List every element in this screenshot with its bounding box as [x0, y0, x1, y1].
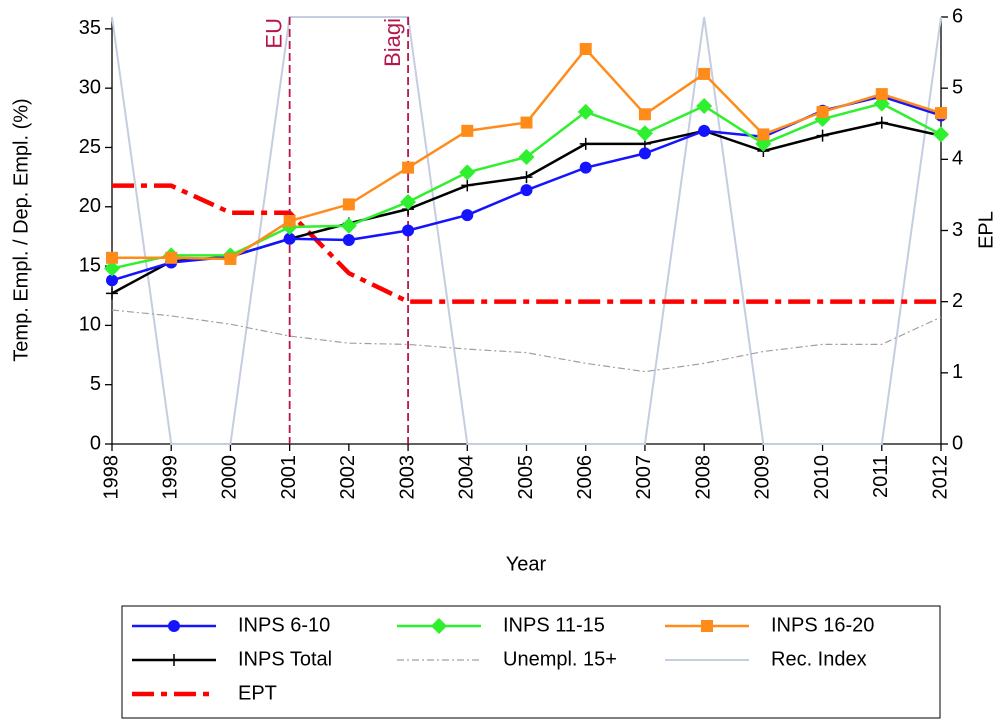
x-axis-title: Year [506, 553, 547, 575]
x-tick-label: 2004 [456, 455, 478, 500]
x-tick-label: 2010 [811, 455, 833, 500]
marker [518, 148, 535, 165]
marker [577, 103, 594, 120]
marker [638, 147, 651, 160]
x-tick-label: 2003 [396, 455, 418, 500]
x-tick-label: 2012 [929, 455, 951, 500]
marker [283, 215, 296, 228]
y2-tick-label: 0 [952, 432, 963, 454]
y-tick-label: 15 [79, 254, 101, 276]
marker [875, 88, 888, 101]
marker [342, 233, 355, 246]
marker [106, 287, 118, 300]
legend-item: EPT [132, 682, 277, 704]
marker [106, 274, 118, 287]
marker [165, 251, 178, 264]
legend-item: Rec. Index [665, 648, 867, 670]
y2-axis-title: EPL [975, 211, 997, 249]
marker [106, 251, 118, 264]
marker [757, 128, 770, 141]
marker [698, 67, 711, 80]
marker [461, 209, 474, 222]
marker [342, 198, 355, 211]
legend-label: INPS 11-15 [503, 614, 605, 636]
y2-tick-label: 3 [952, 219, 963, 241]
marker [520, 184, 533, 197]
marker [402, 224, 415, 237]
y2-tick-label: 1 [952, 361, 963, 383]
marker [104, 260, 120, 277]
x-tick-label: 2008 [692, 455, 714, 500]
marker [933, 126, 949, 143]
y-tick-label: 20 [79, 195, 101, 217]
marker [224, 252, 237, 265]
legend-label: INPS 16-20 [771, 614, 874, 636]
marker [283, 232, 296, 245]
legend-item: INPS Total [132, 648, 332, 670]
marker [431, 618, 447, 634]
legend-item: Unempl. 15+ [397, 648, 617, 670]
y-tick-label: 35 [79, 17, 101, 39]
x-tick-label: 2001 [278, 455, 300, 500]
marker [636, 125, 653, 142]
marker [520, 116, 533, 129]
marker [698, 124, 711, 137]
annotation-label: EU [261, 18, 286, 49]
marker [935, 107, 947, 120]
y-tick-label: 0 [90, 432, 101, 454]
y2-tick-label: 5 [952, 76, 963, 98]
marker [168, 620, 180, 632]
marker [402, 161, 415, 174]
marker [340, 217, 357, 234]
legend-item: INPS 16-20 [665, 614, 874, 636]
legend-label: EPT [238, 682, 277, 704]
y2-tick-label: 2 [952, 290, 963, 312]
x-tick-label: 2011 [870, 455, 892, 498]
marker [400, 194, 417, 211]
legend-item: INPS 11-15 [397, 614, 605, 636]
marker [638, 108, 651, 121]
x-tick-label: 2007 [633, 455, 655, 500]
marker [816, 129, 829, 142]
marker [579, 43, 592, 56]
y2-tick-label: 4 [952, 148, 963, 170]
marker [696, 97, 713, 114]
series-line [111, 309, 942, 373]
series-line [112, 183, 941, 304]
x-tick-label: 2005 [515, 455, 537, 500]
legend-label: INPS Total [238, 648, 332, 670]
marker [875, 116, 888, 129]
x-tick-label: 2006 [574, 455, 596, 500]
marker [701, 620, 713, 632]
marker [461, 124, 474, 137]
legend-label: INPS 6-10 [238, 614, 330, 636]
annotation-label: Biagi [380, 18, 405, 67]
y-tick-label: 5 [90, 373, 101, 395]
y-tick-label: 25 [79, 136, 101, 158]
series-line [111, 121, 942, 295]
y-tick-label: 10 [79, 314, 101, 336]
marker [520, 171, 533, 184]
series-line [111, 16, 942, 445]
x-tick-label: 2002 [337, 455, 359, 500]
y2-tick-label: 6 [952, 5, 963, 27]
y-axis-title: Temp. Empl. / Dep. Empl. (%) [10, 98, 32, 361]
x-tick-label: 2009 [752, 455, 774, 500]
marker [461, 179, 474, 192]
y-tick-label: 30 [79, 76, 101, 98]
x-tick-label: 1999 [159, 455, 181, 500]
x-tick-label: 2000 [219, 455, 241, 500]
legend-label: Unempl. 15+ [503, 648, 617, 670]
marker [168, 654, 180, 666]
marker [579, 161, 592, 174]
marker [579, 137, 592, 150]
legend-item: INPS 6-10 [132, 614, 330, 636]
marker [459, 164, 476, 181]
legend-label: Rec. Index [771, 648, 867, 670]
marker [816, 105, 829, 118]
legend-box [121, 605, 941, 719]
x-tick-label: 1998 [100, 455, 122, 500]
